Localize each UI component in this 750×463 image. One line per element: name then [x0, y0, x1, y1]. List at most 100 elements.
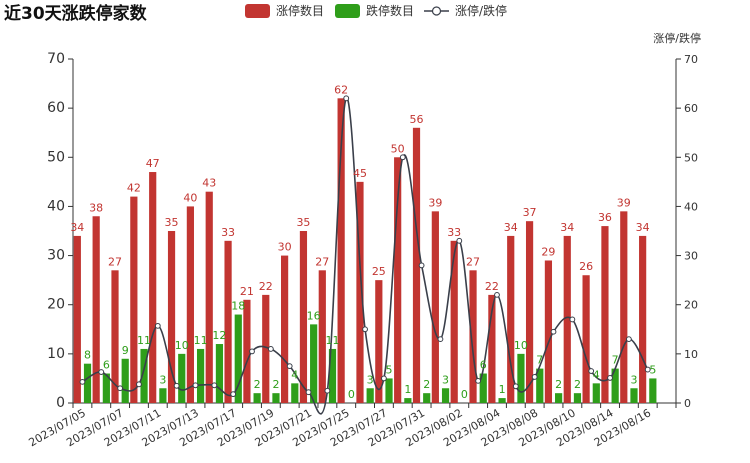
ratio-point[interactable] [512, 383, 519, 390]
bar-limit-up[interactable] [262, 294, 270, 403]
bar-limit-down[interactable] [140, 348, 148, 403]
data-label-limit-up: 62 [334, 83, 348, 96]
bar-limit-up[interactable] [337, 98, 345, 404]
bar-limit-up[interactable] [375, 280, 383, 403]
ratio-point[interactable] [475, 377, 482, 384]
bar-limit-up[interactable] [544, 260, 553, 403]
bar-limit-up[interactable] [356, 181, 364, 403]
ratio-point[interactable] [286, 363, 293, 370]
ratio-point[interactable] [437, 336, 444, 343]
ratio-point[interactable] [230, 391, 237, 398]
bar-limit-up[interactable] [507, 235, 515, 403]
bar-limit-up[interactable] [186, 206, 194, 403]
bar-limit-up[interactable] [563, 235, 571, 403]
bar-limit-up[interactable] [582, 275, 590, 403]
bar-limit-up[interactable] [281, 255, 289, 403]
bar-limit-up[interactable] [243, 299, 251, 403]
bar-limit-down[interactable] [121, 358, 129, 403]
ratio-point[interactable] [644, 366, 651, 373]
bar-limit-down[interactable] [630, 388, 638, 403]
bar-limit-down[interactable] [291, 383, 299, 403]
ratio-point[interactable] [531, 374, 538, 380]
bar-limit-up[interactable] [394, 157, 402, 403]
bar-limit-up[interactable] [412, 127, 421, 404]
bar-limit-up[interactable] [92, 216, 100, 403]
ratio-point[interactable] [249, 348, 255, 355]
bar-limit-down[interactable] [479, 373, 487, 403]
bar-limit-up[interactable] [111, 270, 119, 403]
bar-limit-up[interactable] [450, 240, 458, 403]
bar-limit-down[interactable] [536, 368, 544, 403]
bar-limit-up[interactable] [601, 226, 609, 403]
bar-limit-down[interactable] [234, 314, 242, 403]
bar-limit-down[interactable] [215, 344, 224, 403]
ratio-point[interactable] [456, 237, 463, 244]
bar-limit-up[interactable] [431, 211, 439, 403]
data-label-limit-up: 39 [617, 196, 631, 209]
bar-limit-up[interactable] [620, 211, 628, 403]
bar-limit-down[interactable] [441, 388, 450, 403]
bar-limit-down[interactable] [423, 393, 431, 403]
bar-limit-down[interactable] [517, 353, 525, 403]
ratio-point[interactable] [381, 375, 387, 382]
legend-item-limit-down[interactable]: 跌停数目 [335, 3, 414, 18]
bar-limit-up[interactable] [639, 235, 647, 403]
legend-item-ratio[interactable]: 涨停/跌停 [424, 3, 507, 18]
data-label-limit-up: 22 [259, 280, 273, 293]
ratio-point[interactable] [192, 382, 199, 389]
bar-limit-up[interactable] [130, 196, 138, 403]
ratio-point[interactable] [136, 381, 142, 388]
ratio-point[interactable] [173, 382, 180, 389]
ratio-point[interactable] [324, 387, 331, 394]
bar-limit-down[interactable] [555, 393, 563, 403]
ratio-point[interactable] [267, 346, 274, 352]
bar-limit-up[interactable] [205, 191, 213, 403]
bar-limit-down[interactable] [611, 368, 619, 403]
ratio-point[interactable] [494, 291, 500, 298]
data-label-limit-up: 29 [541, 245, 555, 258]
bar-limit-up[interactable] [488, 294, 496, 403]
ratio-point[interactable] [607, 375, 613, 381]
bar-limit-down[interactable] [404, 398, 412, 403]
bar-limit-up[interactable] [73, 235, 81, 403]
data-label-limit-down: 4 [291, 368, 298, 381]
ratio-point[interactable] [98, 369, 105, 375]
bar-limit-down[interactable] [573, 393, 582, 403]
bar-limit-up[interactable] [299, 231, 308, 403]
ratio-point[interactable] [588, 368, 595, 374]
bar-limit-down[interactable] [328, 348, 337, 403]
bar-limit-down[interactable] [83, 363, 92, 403]
bar-limit-down[interactable] [178, 353, 186, 403]
bar-limit-down[interactable] [102, 373, 110, 403]
bar-limit-down[interactable] [272, 393, 280, 403]
bar-limit-down[interactable] [592, 383, 600, 403]
bar-limit-down[interactable] [253, 393, 261, 403]
ratio-point[interactable] [418, 262, 425, 269]
ratio-point[interactable] [399, 154, 406, 161]
ratio-point[interactable] [154, 322, 161, 329]
bar-limit-down[interactable] [196, 348, 205, 403]
bar-limit-up[interactable] [167, 231, 176, 403]
bar-limit-down[interactable] [366, 388, 374, 403]
data-label-limit-up: 34 [560, 221, 574, 234]
bar-limit-up[interactable] [469, 270, 477, 403]
ratio-point[interactable] [550, 328, 557, 335]
bar-limit-up[interactable] [149, 172, 157, 403]
bar-limit-up[interactable] [318, 270, 326, 403]
bar-limit-down[interactable] [649, 378, 657, 403]
ratio-point[interactable] [343, 95, 350, 102]
ratio-point[interactable] [362, 326, 368, 333]
bar-limit-up[interactable] [525, 221, 534, 403]
legend-item-limit-up[interactable]: 涨停数目 [245, 3, 324, 18]
ratio-point[interactable] [569, 316, 576, 323]
bar-limit-up[interactable] [224, 240, 232, 403]
ratio-point[interactable] [305, 389, 312, 396]
ratio-point[interactable] [79, 378, 86, 385]
ratio-point[interactable] [625, 336, 632, 343]
ratio-point[interactable] [117, 385, 124, 392]
bar-limit-down[interactable] [159, 388, 167, 403]
bar-limit-down[interactable] [498, 398, 506, 403]
bar-limit-down[interactable] [385, 378, 393, 403]
bar-limit-down[interactable] [310, 324, 318, 403]
ratio-point[interactable] [211, 382, 218, 389]
